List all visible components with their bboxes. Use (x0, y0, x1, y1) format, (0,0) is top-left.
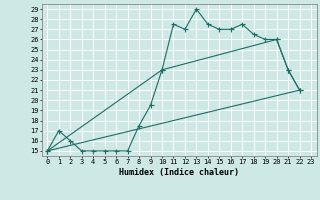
X-axis label: Humidex (Indice chaleur): Humidex (Indice chaleur) (119, 168, 239, 177)
